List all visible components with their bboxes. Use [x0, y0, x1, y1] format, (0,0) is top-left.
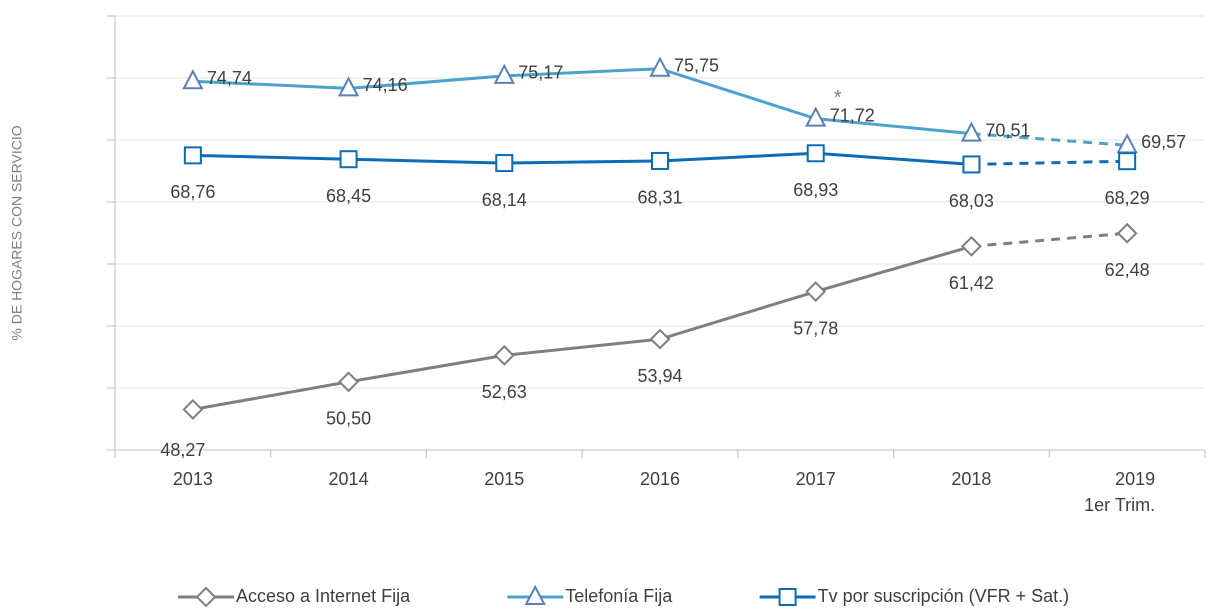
marker [1118, 152, 1137, 171]
marker [649, 328, 671, 350]
marker [495, 154, 514, 173]
marker [649, 56, 671, 77]
x-tick-label: 2015 [484, 469, 525, 489]
series-line-dashed [971, 231, 1128, 248]
data-label: 68,76 [170, 182, 215, 202]
data-label: 53,94 [637, 366, 682, 386]
data-label: 69,57 [1141, 132, 1186, 152]
data-label: 61,42 [949, 273, 994, 293]
marker [805, 281, 827, 302]
marker [182, 69, 204, 90]
x-tick-label: 2017 [795, 469, 836, 489]
x-tick-label: 2019 1er Trim. [1084, 469, 1156, 515]
data-label: 50,50 [326, 409, 371, 429]
data-label: 68,93 [793, 180, 838, 200]
marker [337, 76, 360, 97]
legend-label: Telefonía Fija [565, 586, 673, 606]
marker [338, 371, 359, 393]
series-line-dashed [971, 132, 1128, 147]
data-label: 71,72 [830, 105, 875, 125]
marker [778, 588, 797, 606]
legend-label: Acceso a Internet Fija [236, 586, 411, 606]
series-line-dashed [971, 159, 1128, 166]
series-line [192, 151, 972, 166]
marker [195, 586, 217, 608]
marker [183, 146, 202, 165]
marker [524, 584, 546, 605]
marker [962, 155, 981, 174]
marker [182, 399, 204, 420]
marker [339, 150, 358, 169]
marker [493, 344, 515, 366]
marker [806, 144, 825, 163]
annotation: * [834, 87, 842, 109]
marker [493, 63, 515, 84]
data-label: 74,74 [207, 68, 252, 88]
x-tick-label: 2016 [639, 469, 681, 489]
x-tick-label: 2014 [328, 469, 369, 489]
series-line [192, 67, 972, 136]
series-line [192, 244, 972, 411]
marker [960, 121, 983, 142]
legend-label: Tv por suscripción (VFR + Sat.) [818, 586, 1070, 606]
x-tick-label: 2018 [951, 469, 992, 489]
data-label: 68,03 [949, 191, 994, 211]
data-label: 75,17 [518, 63, 563, 83]
y-axis-label: % DE HOGARES CON SERVICIO [9, 125, 25, 340]
marker [805, 106, 827, 127]
data-label: 70,51 [985, 120, 1030, 140]
data-label: 68,31 [637, 188, 682, 208]
data-label: 75,75 [674, 55, 719, 75]
marker [1116, 222, 1138, 244]
data-label: 68,45 [326, 186, 371, 206]
x-tick-label: 2013 [172, 469, 213, 489]
data-label: 48,27 [160, 440, 205, 460]
data-label: 68,29 [1105, 188, 1150, 208]
data-label: 74,16 [363, 75, 408, 95]
marker [961, 235, 982, 257]
data-label: 68,14 [482, 190, 527, 210]
data-label: 52,63 [482, 382, 527, 402]
data-label: 57,78 [793, 318, 838, 338]
marker [651, 151, 669, 170]
data-label: 62,48 [1105, 260, 1150, 280]
